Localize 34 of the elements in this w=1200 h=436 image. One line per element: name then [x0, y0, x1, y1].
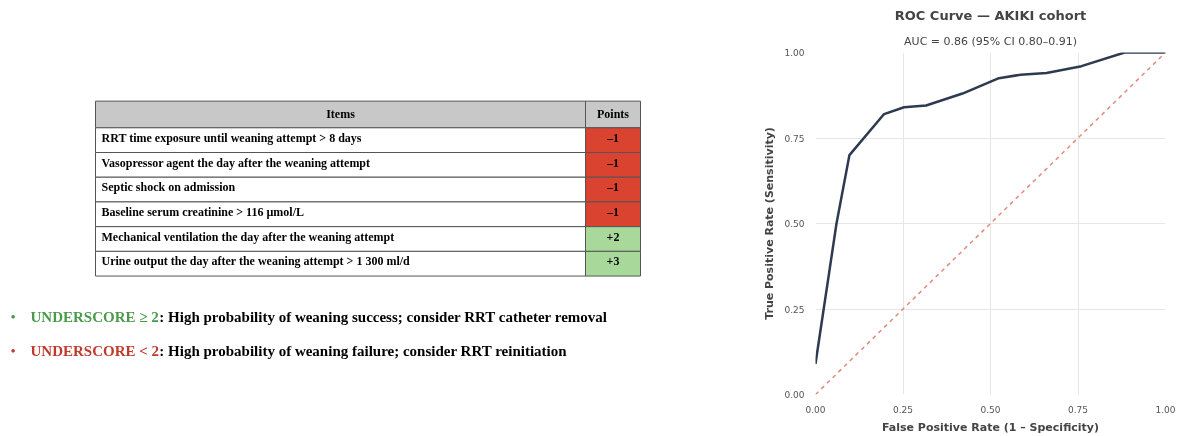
- x-tick-label: 1.00: [1155, 404, 1176, 415]
- y-tick-label: 0.75: [784, 133, 805, 144]
- text: Urine output the day after the weaning attempt > 1 300 ml/d: [101, 254, 411, 269]
- text: : High probability of weaning failure; consider RRT reinitiation: [159, 342, 568, 359]
- x-axis-title: False Positive Rate (1 – Specificity): [881, 420, 1100, 434]
- text: –1: [606, 155, 619, 170]
- x-tick-label: 0.50: [980, 404, 1001, 415]
- y-tick-label: 0.25: [784, 304, 805, 315]
- chart-subtitle: AUC = 0.86 (95% CI 0.80–0.91): [904, 34, 1077, 48]
- text: Baseline serum creatinine > 116 µmol/L: [101, 204, 305, 219]
- x-tick-label: 0.75: [1067, 404, 1089, 415]
- text: UNDERSCORE < 2: [30, 342, 160, 359]
- text: +2: [606, 229, 620, 244]
- x-tick-label: 0.25: [892, 404, 914, 415]
- text: RRT time exposure until weaning attempt > 8 days: [101, 130, 362, 145]
- y-tick-label: 0.50: [784, 219, 805, 229]
- text: Points: [597, 107, 630, 122]
- text: +3: [606, 254, 620, 269]
- text: UNDERSCORE ≥ 2: [30, 308, 159, 325]
- text: –1: [606, 130, 619, 145]
- text: •: [10, 342, 16, 359]
- y-tick-label: 1.00: [784, 48, 805, 58]
- text: Septic shock on admission: [101, 180, 236, 195]
- y-axis-title: True Positive Rate (Sensitivity): [763, 127, 777, 320]
- text: Vasopressor agent the day after the weaning attempt: [101, 155, 371, 170]
- chart-title: ROC Curve — AKIKI cohort: [894, 7, 1087, 23]
- text: •: [10, 308, 16, 325]
- text: –1: [606, 180, 619, 195]
- text: : High probability of weaning success; consider RRT catheter removal: [159, 308, 607, 325]
- text: –1: [606, 204, 619, 219]
- text: Mechanical ventilation the day after the weaning attempt: [101, 229, 395, 244]
- text: Items: [326, 107, 356, 122]
- x-tick-label: 0.00: [805, 404, 826, 415]
- y-tick-label: 0.00: [784, 390, 805, 400]
